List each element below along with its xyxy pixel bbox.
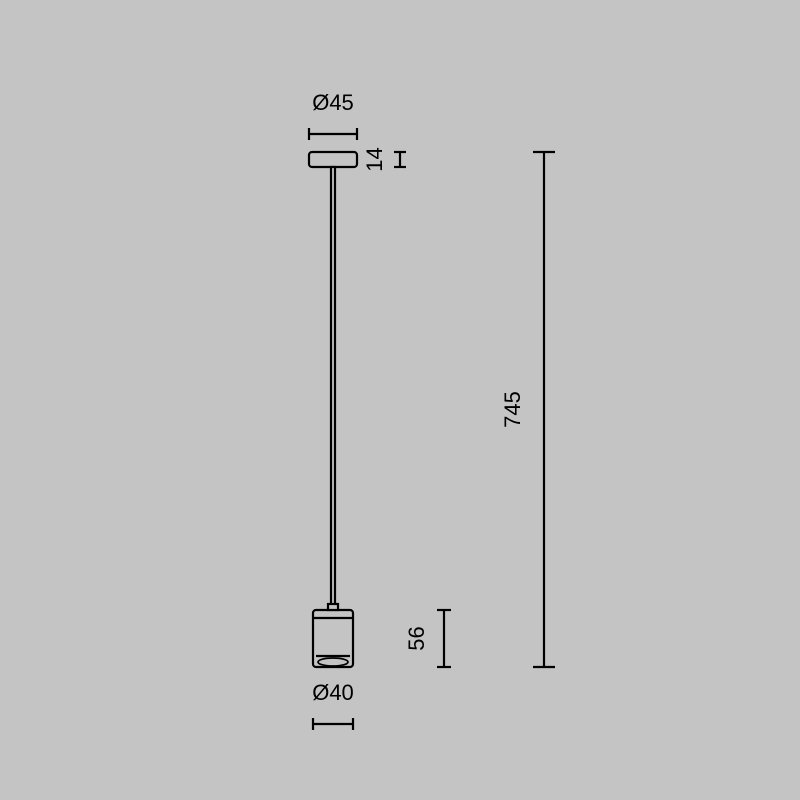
canopy bbox=[309, 152, 357, 167]
dim-bottom-diameter-label: Ø40 bbox=[312, 680, 354, 705]
dim-total-height-label: 745 bbox=[500, 391, 525, 428]
dim-top-diameter-label: Ø45 bbox=[312, 90, 354, 115]
background bbox=[0, 0, 800, 800]
socket-collar bbox=[328, 604, 338, 610]
dim-canopy-height-label: 14 bbox=[362, 147, 387, 171]
rod bbox=[331, 167, 335, 610]
dim-socket-height-label: 56 bbox=[404, 626, 429, 650]
